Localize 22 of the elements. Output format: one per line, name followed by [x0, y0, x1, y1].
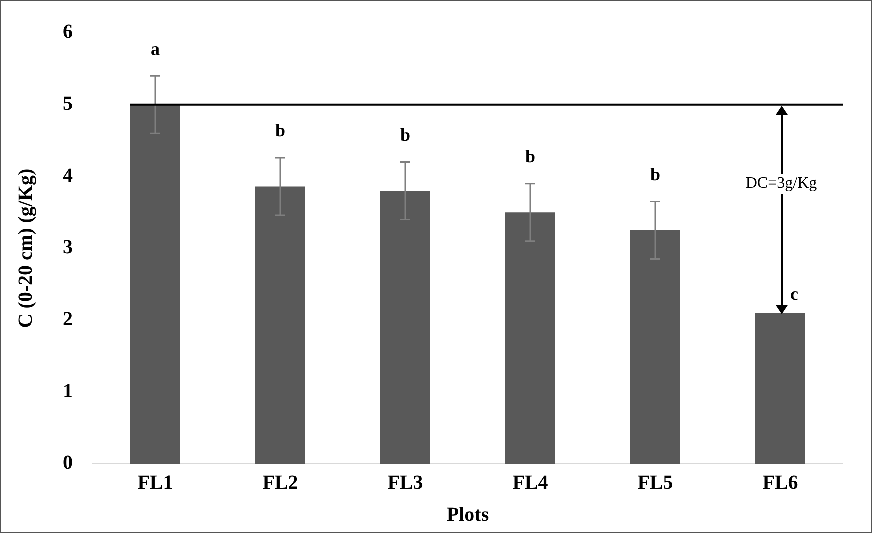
annotation: b [275, 120, 286, 141]
y-tick-label: 6 [63, 21, 73, 44]
y-axis-title: C (0-20 cm) (g/Kg) [15, 168, 38, 328]
annotation: b [400, 124, 411, 145]
annotation: DC=3g/Kg [744, 174, 820, 194]
y-tick-label: 5 [63, 93, 73, 116]
annotation: b [525, 146, 536, 167]
x-tick-label: FL6 [762, 472, 798, 494]
x-tick-label: FL2 [262, 472, 298, 494]
x-tick-label: FL4 [512, 472, 548, 494]
y-tick-label: 2 [63, 308, 73, 331]
y-tick-label: 1 [63, 380, 73, 402]
y-tick-label: 3 [63, 236, 73, 259]
annotation: c [790, 284, 798, 304]
y-tick-label: 4 [63, 164, 73, 187]
x-tick-label: FL5 [638, 472, 674, 494]
x-axis-title: Plots [446, 504, 490, 526]
annotation: b [650, 164, 661, 184]
x-tick-label: FL3 [388, 472, 424, 494]
y-tick-label: 0 [63, 452, 73, 474]
annotation: a [151, 38, 160, 59]
x-tick-label: FL1 [138, 472, 174, 494]
